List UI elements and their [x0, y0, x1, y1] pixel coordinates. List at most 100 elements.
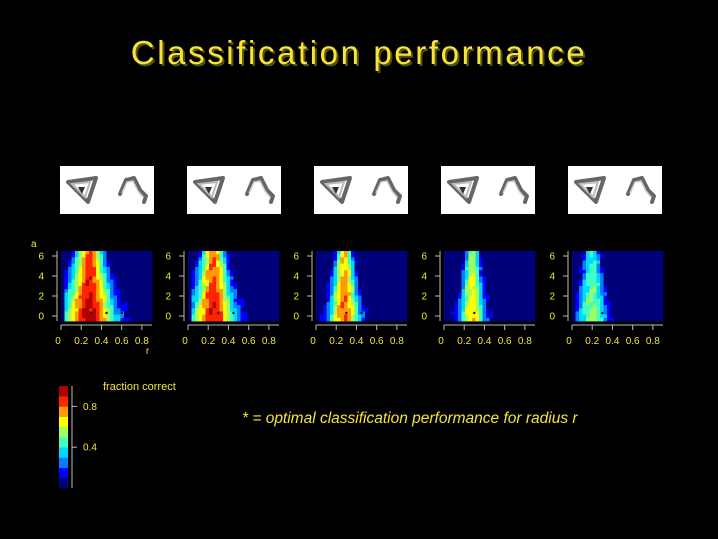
heatmap-cell — [191, 317, 196, 322]
heatmap-cell — [110, 260, 114, 265]
heatmap-cell — [103, 263, 107, 268]
heatmap-cell — [138, 301, 142, 306]
heatmap-cell — [510, 279, 515, 284]
heatmap-cell — [458, 251, 462, 255]
heatmap-cell — [389, 311, 394, 316]
heatmap-cell — [113, 317, 118, 322]
heatmap-cell — [493, 266, 497, 271]
heatmap-cell — [500, 257, 504, 261]
heatmap-cell — [649, 270, 653, 274]
heatmap-cell — [120, 298, 125, 303]
heatmap-cell — [96, 301, 100, 306]
heatmap-cell — [607, 308, 611, 312]
heatmap-cell — [268, 251, 273, 255]
heatmap-cell — [589, 263, 594, 268]
heatmap-cell — [507, 279, 511, 284]
heatmap-cell — [191, 251, 196, 255]
heatmap-cell — [444, 273, 448, 277]
heatmap-cell — [103, 286, 107, 290]
heatmap-cell — [603, 292, 608, 296]
heatmap-cell — [233, 279, 238, 284]
heatmap-cell — [337, 298, 341, 303]
heatmap-cell — [482, 311, 487, 316]
heatmap-cell — [444, 257, 448, 261]
heatmap-cell — [638, 295, 643, 300]
heatmap-cell — [572, 317, 576, 322]
heatmap-cell — [61, 314, 65, 319]
heatmap-cell — [319, 311, 324, 316]
heatmap-cell — [230, 266, 234, 271]
heatmap-cell — [340, 279, 345, 284]
heatmap-cell — [656, 273, 660, 277]
heatmap-cell — [635, 282, 639, 287]
heatmap-cell — [589, 295, 594, 300]
heatmap-cell — [368, 260, 373, 265]
heatmap-cell — [319, 279, 324, 284]
heatmap-cell — [396, 289, 401, 293]
heatmap-cell — [223, 251, 227, 255]
heatmap-cell — [486, 317, 490, 322]
heatmap-cell — [610, 308, 615, 312]
heatmap-cell — [454, 260, 459, 265]
y-axis-label: a — [31, 239, 37, 250]
heatmap-cell — [223, 295, 227, 300]
heatmap-cell — [659, 257, 664, 261]
heatmap-cell — [635, 270, 639, 274]
heatmap-cell — [99, 273, 104, 277]
heatmap-cell — [614, 276, 618, 281]
heatmap-cell — [244, 295, 248, 300]
heatmap-cell — [358, 298, 362, 303]
heatmap-cell — [528, 279, 532, 284]
heatmap-cell — [624, 270, 629, 274]
heatmap-cell — [212, 286, 217, 290]
heatmap-cell — [344, 308, 348, 312]
heatmap-cell — [617, 311, 622, 316]
heatmap-cell — [148, 308, 153, 312]
heatmap-cell — [223, 260, 227, 265]
heatmap-cell — [503, 260, 508, 265]
heatmap-cell — [400, 257, 404, 261]
heatmap-cell — [507, 289, 511, 293]
heatmap-cell — [454, 298, 459, 303]
heatmap-cell — [247, 266, 252, 271]
heatmap-cell — [219, 282, 224, 287]
heatmap-cell — [593, 301, 597, 306]
heatmap-cell — [603, 257, 608, 261]
heatmap-cell — [496, 314, 501, 319]
heatmap-cell — [268, 305, 273, 309]
x-axis-label: r — [146, 346, 150, 357]
heatmap-cell — [333, 279, 338, 284]
heatmap-cell — [365, 273, 369, 277]
heatmap-cell — [635, 314, 639, 319]
heatmap-cell — [351, 254, 355, 258]
heatmap-cell — [531, 298, 536, 303]
heatmap-cell — [134, 270, 139, 274]
heatmap-cell — [92, 305, 97, 309]
heatmap-cell — [216, 289, 220, 293]
heatmap-cell — [124, 314, 128, 319]
heatmap-cell — [258, 308, 262, 312]
heatmap-cell — [75, 257, 79, 261]
heatmap-cell — [475, 270, 480, 274]
heatmap-cell — [141, 279, 146, 284]
heatmap-cell — [465, 254, 469, 258]
heatmap-cell — [524, 308, 529, 312]
heatmap-cell — [330, 311, 334, 316]
heatmap-cell — [403, 251, 408, 255]
heatmap-cell — [444, 317, 448, 322]
heatmap-cell — [244, 251, 248, 255]
heatmap-cell — [659, 305, 664, 309]
heatmap-cell — [358, 251, 362, 255]
heatmap-cell — [638, 301, 643, 306]
heatmap-cell — [403, 254, 408, 258]
heatmap-cell — [635, 311, 639, 316]
heatmap-cell — [127, 317, 132, 322]
heatmap-cell — [372, 311, 376, 316]
heatmap-cell — [198, 292, 203, 296]
heatmap-cell — [458, 260, 462, 265]
heatmap-cell — [382, 292, 387, 296]
heatmap-cell — [354, 276, 359, 281]
heatmap-cell — [223, 289, 227, 293]
heatmap-cell — [188, 266, 192, 271]
heatmap-cell — [596, 311, 601, 316]
